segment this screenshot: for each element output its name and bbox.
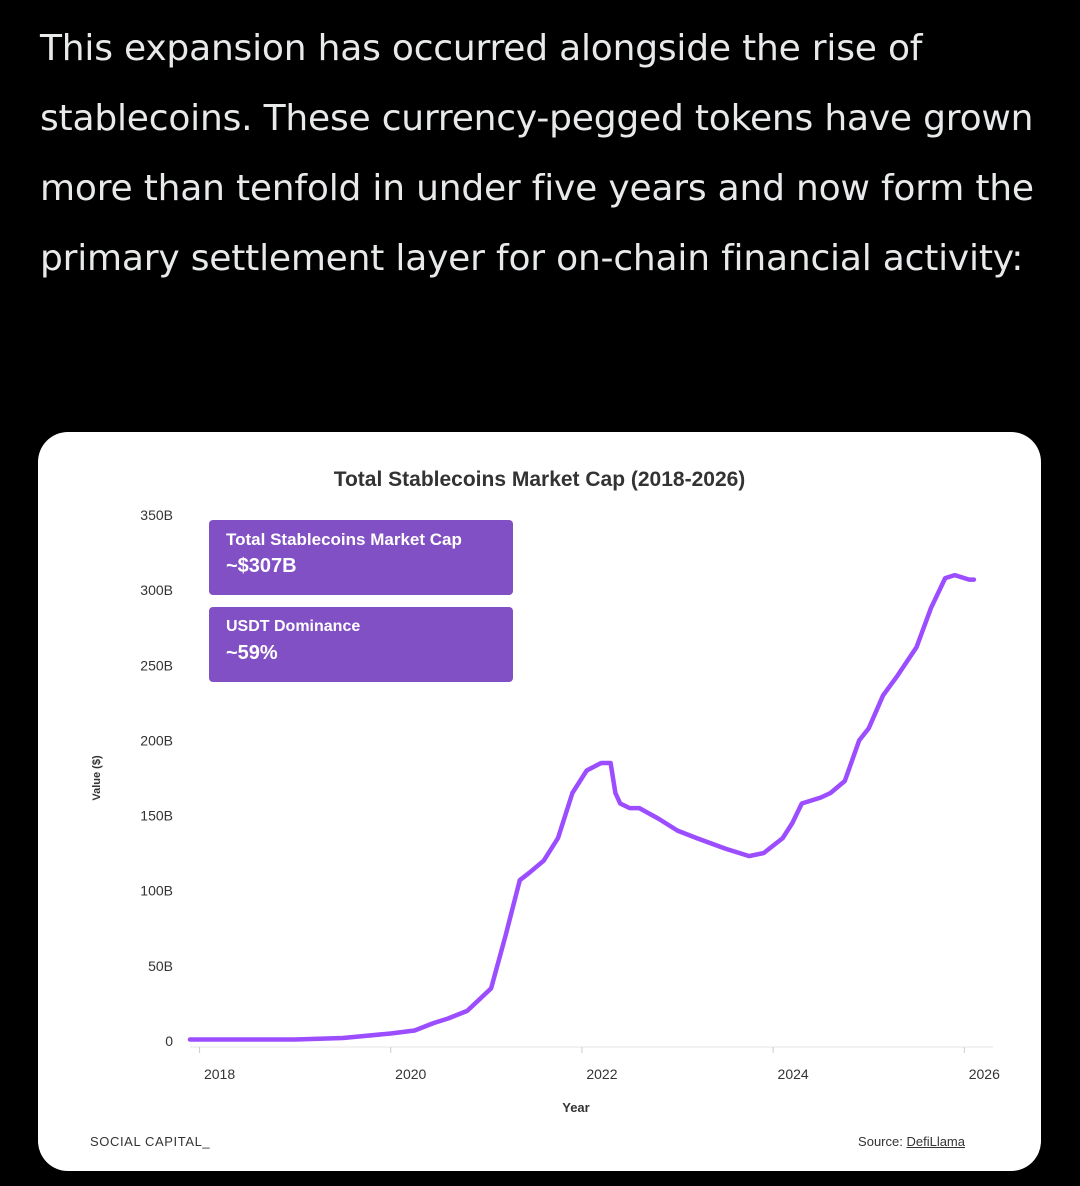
x-axis-label: Year <box>562 1100 589 1115</box>
y-tick-label: 150B <box>140 808 173 824</box>
x-tick-label: 2020 <box>395 1066 426 1082</box>
x-tick-label: 2018 <box>204 1066 235 1082</box>
y-tick-label: 300B <box>140 582 173 598</box>
y-tick-label: 100B <box>140 883 173 899</box>
market-cap-callout: Total Stablecoins Market Cap ~$307B <box>209 520 513 595</box>
y-tick-label: 200B <box>140 732 173 748</box>
callout-value: ~$307B <box>226 555 297 577</box>
source-prefix: Source: <box>858 1134 907 1149</box>
callout-label: USDT Dominance <box>226 618 361 635</box>
y-tick-label: 350B <box>140 507 173 523</box>
y-tick-label: 0 <box>165 1033 173 1049</box>
x-tick-label: 2022 <box>586 1066 617 1082</box>
usdt-dominance-callout: USDT Dominance ~59% <box>209 607 513 682</box>
line-chart: 0 50B 100B 150B 200B 250B 300B 350B 2018 2020 202… <box>91 507 1000 1115</box>
x-tick-label: 2024 <box>778 1066 809 1082</box>
y-axis-label: Value ($) <box>91 755 103 801</box>
series-line <box>187 572 977 1042</box>
source-credit: Source: DefiLlama <box>858 1134 965 1149</box>
brand-logo-text: SOCIAL CAPITAL_ <box>90 1134 211 1149</box>
callout-value: ~59% <box>226 642 278 664</box>
post-text: This expansion has occurred alongside th… <box>40 28 1034 279</box>
y-tick-label: 50B <box>148 958 173 974</box>
chart-title: Total Stablecoins Market Cap (2018-2026) <box>333 468 746 491</box>
y-tick-label: 250B <box>140 657 173 673</box>
x-tick-label: 2026 <box>969 1066 1000 1082</box>
source-link[interactable]: DefiLlama <box>906 1134 965 1149</box>
chart-card[interactable]: 0 50B 100B 150B 200B 250B 300B 350B 2018 2020 202… <box>38 432 1041 1171</box>
callout-label: Total Stablecoins Market Cap <box>226 530 462 549</box>
